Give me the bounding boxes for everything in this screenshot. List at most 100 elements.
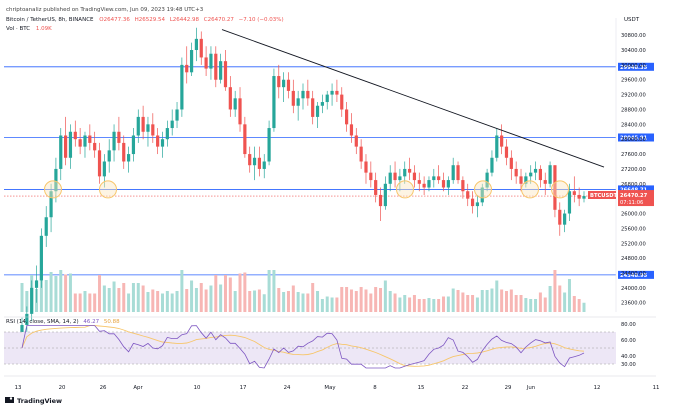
volume-bar: [461, 292, 465, 312]
tradingview-brand: TradingView: [17, 397, 62, 405]
volume-bar: [548, 286, 552, 312]
time-tick-label: 24: [284, 385, 291, 391]
volume-bar: [524, 298, 528, 312]
candle: [54, 157, 58, 203]
volume-bar: [534, 299, 538, 312]
volume-bar: [427, 298, 431, 312]
volume-bar: [127, 293, 131, 312]
trendline-group[interactable]: [221, 29, 605, 168]
candle-body: [519, 176, 523, 184]
descending-trendline[interactable]: [221, 29, 605, 168]
candle: [238, 87, 242, 132]
time-tick-label: Jun: [526, 385, 535, 391]
volume-bar: [156, 291, 160, 312]
candle: [500, 124, 504, 155]
ohlc-open: O26477.36: [99, 17, 130, 23]
currency-label: USDT: [624, 17, 640, 23]
candle: [311, 90, 315, 125]
candle-body: [34, 280, 39, 288]
candle: [403, 161, 407, 184]
candle: [141, 105, 145, 140]
candle-body: [126, 154, 131, 162]
candle: [156, 128, 160, 155]
price-tick-label: 28800.00: [621, 107, 646, 113]
candle: [383, 176, 387, 210]
candle: [393, 161, 397, 188]
candle: [495, 128, 499, 162]
candle-body: [466, 191, 470, 199]
candle-body: [252, 157, 257, 166]
volume-bar: [311, 283, 315, 312]
symbol-line: Bitcoin / TetherUS, 8h, BINANCE O26477.3…: [6, 17, 284, 23]
candle: [112, 124, 116, 162]
candle-body: [257, 157, 261, 169]
volume-bar: [563, 292, 567, 312]
candle-body: [238, 98, 242, 125]
volume-bar: [538, 292, 542, 312]
candle-body: [330, 90, 334, 95]
candle: [543, 172, 547, 195]
volume-bar: [253, 290, 257, 312]
volume-bar: [345, 287, 349, 312]
volume-bar: [301, 293, 305, 312]
price-tick-label: 26800.00: [621, 182, 646, 188]
volume-bar: [504, 291, 508, 312]
time-tick-label: 8: [373, 385, 377, 391]
candle-body: [214, 53, 218, 80]
price-tick-label: 25600.00: [621, 226, 646, 232]
ohlc-low: L26442.98: [170, 17, 200, 23]
volume-bar: [291, 285, 295, 312]
time-tick-label: 22: [462, 385, 469, 391]
volume-bar: [349, 289, 353, 312]
volume-bar: [209, 285, 213, 312]
time-axis[interactable]: 13 20 26 Apr 10 17 24 May 8 15 22 29 Jun 12 11: [15, 385, 660, 391]
candle-body: [509, 157, 513, 169]
ohlc-change: −7.10 (−0.03%): [239, 17, 284, 23]
candle-body: [180, 64, 184, 110]
rsi-ma-value: 50.88: [104, 319, 120, 325]
candle: [572, 176, 576, 203]
price-tick-label: 24800.00: [621, 256, 646, 262]
price-tick-label: 24000.00: [621, 286, 646, 292]
candle-body: [204, 57, 208, 69]
volume-bar: [233, 291, 237, 312]
rsi-line: [21, 325, 585, 369]
volume-bar: [480, 290, 484, 312]
level-badge: [618, 133, 654, 142]
candle: [170, 109, 174, 136]
time-tick-label: 29: [505, 385, 512, 391]
volume-bar: [117, 288, 121, 312]
candle-body: [282, 79, 286, 88]
candle-body: [543, 180, 547, 184]
price-tick-label: 25200.00: [621, 241, 646, 247]
candle-body: [446, 180, 450, 188]
candle: [117, 116, 121, 151]
candle-body: [514, 168, 518, 177]
volume-bar: [514, 295, 518, 312]
volume-bar: [267, 270, 271, 312]
volume-bar: [393, 293, 397, 312]
volume-bar: [277, 288, 281, 312]
volume-bar: [228, 277, 232, 312]
rsi-tick-label: 40.00: [621, 354, 636, 360]
volume-bar: [325, 296, 329, 312]
volume-bar: [519, 295, 523, 312]
candle: [451, 157, 455, 184]
volume-bar: [161, 293, 164, 312]
price-tick-label: 29600.00: [621, 78, 646, 84]
candle-body: [524, 176, 528, 184]
candle-body: [461, 180, 465, 192]
tradingview-logo: TradingView: [5, 397, 62, 405]
candle: [286, 72, 291, 99]
volume-bar: [582, 302, 586, 312]
volume-bar: [446, 296, 450, 312]
candle: [233, 90, 237, 117]
candle: [189, 42, 194, 77]
current-price-value: 26470.27: [620, 193, 648, 199]
candle-body: [83, 135, 87, 147]
volume-label: Vol · BTC: [6, 26, 30, 32]
candle: [243, 116, 247, 158]
candle: [369, 161, 373, 188]
level-badge: [618, 185, 654, 194]
